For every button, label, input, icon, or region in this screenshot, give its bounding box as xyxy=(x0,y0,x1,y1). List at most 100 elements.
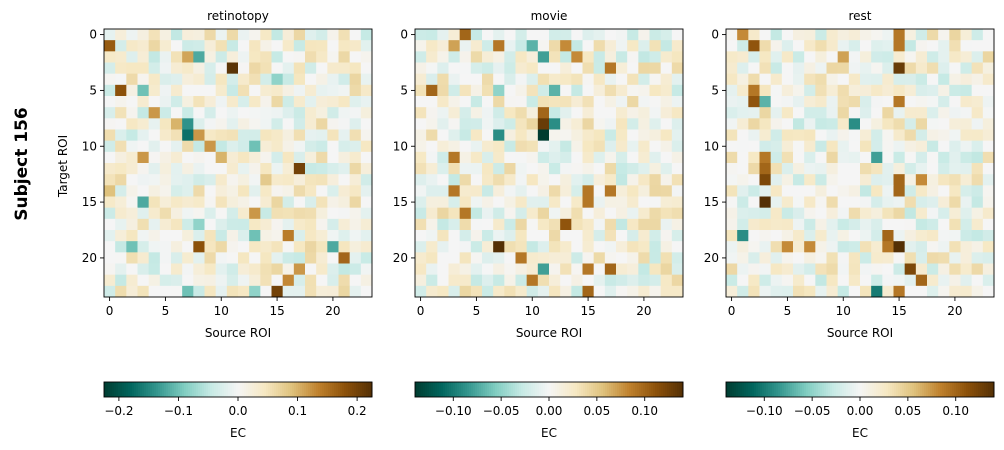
heatmap-cell xyxy=(126,140,138,153)
heatmap-cell xyxy=(927,252,939,264)
heatmap-cell xyxy=(616,118,628,130)
heatmap-cell xyxy=(260,84,272,97)
heatmap-cell xyxy=(415,140,427,153)
heatmap-cell xyxy=(837,274,850,287)
heatmap-cell xyxy=(360,84,373,97)
colorbar-segment xyxy=(469,382,472,397)
heatmap-cell xyxy=(459,107,472,119)
heatmap-cell xyxy=(837,118,850,130)
colorbar-segment xyxy=(278,382,281,397)
colorbar-segment xyxy=(896,382,899,397)
heatmap-cell xyxy=(305,252,317,264)
heatmap-cell xyxy=(482,84,494,97)
heatmap-cell xyxy=(305,207,317,220)
colorbar-segment xyxy=(284,382,287,397)
heatmap-cell xyxy=(327,174,339,186)
heatmap-cell xyxy=(860,96,872,108)
heatmap-cell xyxy=(360,207,373,220)
heatmap-cell xyxy=(305,230,317,242)
colorbar-segment xyxy=(493,382,496,397)
heatmap-cell xyxy=(482,252,494,264)
heatmap-cell xyxy=(293,118,306,130)
heatmap-cell xyxy=(638,40,650,52)
colorbar-segment xyxy=(790,382,793,397)
heatmap-cell xyxy=(448,129,461,142)
heatmap-cell xyxy=(549,207,561,220)
heatmap-cell xyxy=(949,263,961,276)
heatmap-cell xyxy=(215,29,228,41)
heatmap-cell xyxy=(793,263,805,276)
heatmap-cell xyxy=(671,140,684,153)
heatmap-cell xyxy=(793,196,805,209)
heatmap-cell xyxy=(126,252,138,264)
colorbar-segment xyxy=(194,382,197,397)
y-tick-label: 5 xyxy=(711,83,719,97)
colorbar-segment xyxy=(988,382,991,397)
heatmap-cell xyxy=(649,73,662,86)
heatmap-cell xyxy=(437,263,449,276)
colorbar-segment xyxy=(772,382,775,397)
colorbar-segment xyxy=(926,382,929,397)
heatmap-cell xyxy=(549,29,561,41)
heatmap-cell xyxy=(737,230,749,242)
heatmap-cell xyxy=(971,285,984,298)
heatmap-cell xyxy=(238,96,250,108)
heatmap-cell xyxy=(249,274,261,287)
heatmap-cell xyxy=(770,151,783,164)
heatmap-cell xyxy=(938,84,950,97)
heatmap-cell xyxy=(860,129,872,142)
heatmap-cell xyxy=(938,140,950,153)
heatmap-cell xyxy=(515,185,528,197)
heatmap-cell xyxy=(282,174,295,186)
colorbar-segment xyxy=(643,382,646,397)
colorbar-segment xyxy=(459,382,462,397)
heatmap-cell xyxy=(848,96,861,108)
heatmap-cell xyxy=(504,252,516,264)
heatmap-cell xyxy=(582,29,595,41)
heatmap-cell xyxy=(560,207,572,220)
heatmap-cell xyxy=(904,129,917,142)
heatmap-cell xyxy=(571,151,583,164)
heatmap-cell xyxy=(660,51,673,63)
heatmap xyxy=(104,29,373,298)
heatmap-cell xyxy=(560,40,572,52)
heatmap-cell xyxy=(171,140,183,153)
colorbar-segment xyxy=(806,382,809,397)
colorbar-segment xyxy=(898,382,901,397)
heatmap-cell xyxy=(104,241,116,253)
colorbar-segment xyxy=(547,382,550,397)
heatmap-cell xyxy=(815,129,827,142)
heatmap-cell xyxy=(549,163,561,175)
heatmap-cell xyxy=(349,96,362,108)
colorbar-tick-label: 0.10 xyxy=(942,404,969,418)
heatmap-cell xyxy=(459,151,472,164)
heatmap-cell xyxy=(316,107,328,119)
heatmap-cell xyxy=(627,107,639,119)
heatmap-cell xyxy=(949,118,961,130)
heatmap-cell xyxy=(115,107,127,119)
heatmap-cell xyxy=(549,118,561,130)
colorbar-segment xyxy=(198,382,201,397)
heatmap-cell xyxy=(649,51,662,63)
y-tick-label: 20 xyxy=(82,251,97,265)
heatmap-cell xyxy=(459,84,472,97)
heatmap-cell xyxy=(238,51,250,63)
heatmap-cell xyxy=(915,196,928,209)
heatmap-cell xyxy=(549,230,561,242)
heatmap-cell xyxy=(560,252,572,264)
heatmap-cell xyxy=(204,118,217,130)
heatmap-cell xyxy=(349,207,362,220)
colorbar-segment xyxy=(565,382,568,397)
heatmap-cell xyxy=(204,73,217,86)
heatmap-cell xyxy=(171,62,183,75)
heatmap-cell xyxy=(593,107,606,119)
heatmap-cell xyxy=(126,241,138,253)
colorbar-segment xyxy=(246,382,249,397)
colorbar-segment xyxy=(338,382,341,397)
heatmap-cell xyxy=(349,196,362,209)
heatmap-cell xyxy=(871,207,883,220)
heatmap-cell xyxy=(137,151,150,164)
heatmap-cell xyxy=(437,174,449,186)
colorbar-segment xyxy=(495,382,498,397)
heatmap-cell xyxy=(349,274,362,287)
